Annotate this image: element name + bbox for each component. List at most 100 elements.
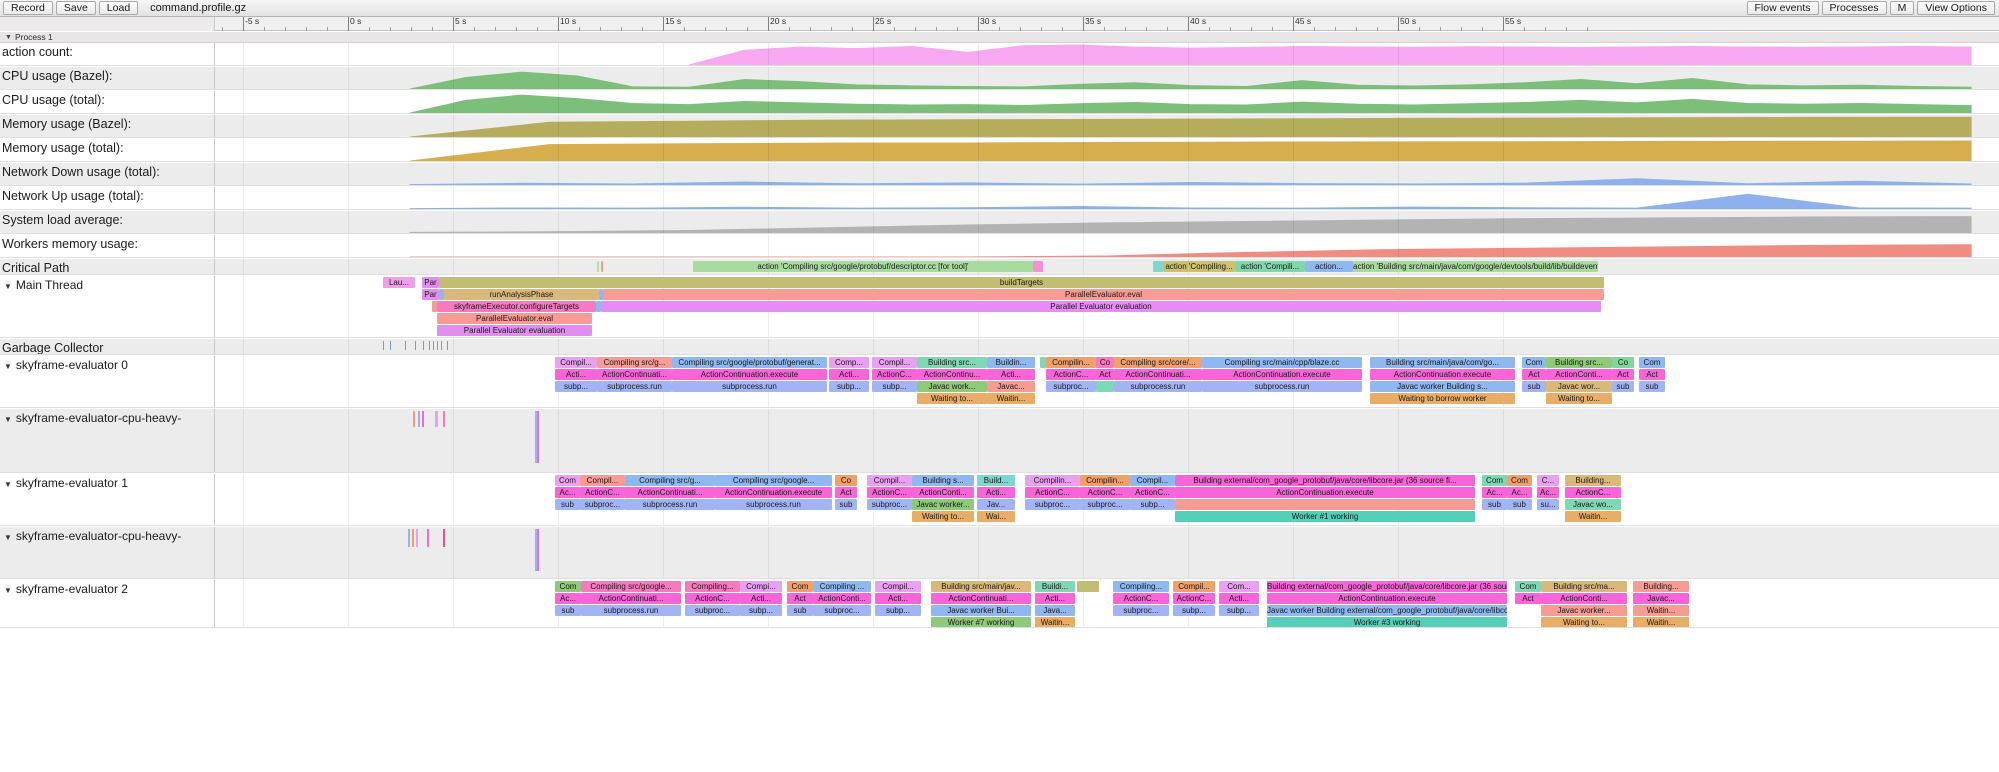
trace-slice[interactable]: Ac... [1507,487,1532,498]
gc-event-tick[interactable] [429,341,430,350]
trace-slice[interactable] [416,529,418,547]
trace-slice[interactable]: Wai... [977,511,1015,522]
track-canvas-system-load-average[interactable] [215,211,1999,233]
trace-slice[interactable]: Acti... [977,487,1015,498]
track-canvas-network-down-usage-total[interactable] [215,163,1999,185]
trace-slice[interactable] [1033,261,1043,272]
track-label-memory-usage-total[interactable]: Memory usage (total): [0,139,215,161]
gc-event-tick[interactable] [423,341,424,350]
trace-slice[interactable]: Ac... [555,593,581,604]
trace-slice[interactable]: subprocess.run [1114,381,1202,392]
track-label-cpu-usage-bazel[interactable]: CPU usage (Bazel): [0,67,215,89]
trace-slice[interactable]: sub [555,605,581,616]
trace-slice[interactable]: subprocess.run [715,499,832,510]
trace-slice[interactable]: ActionC... [872,369,917,380]
track-network-down-usage-total[interactable]: Network Down usage (total): [0,163,1999,186]
trace-slice[interactable]: Com [555,581,581,592]
track-label-critical-path[interactable]: Critical Path [0,259,215,274]
trace-slice[interactable]: Javac worker Bui... [931,605,1031,616]
track-canvas-skyframe-evaluator-cpu-heavy-1[interactable] [215,527,1999,578]
trace-slice[interactable]: Compil... [580,475,625,486]
trace-slice[interactable]: Javac worker... [1541,605,1627,616]
trace-slice[interactable]: Compiling... [685,581,740,592]
trace-slice[interactable]: Javac... [1633,593,1689,604]
track-label-system-load-average[interactable]: System load average: [0,211,215,233]
trace-slice[interactable]: Building external/com_google_protobuf/ja… [1175,475,1475,486]
trace-slice[interactable]: Compil... [555,357,597,368]
trace-slice[interactable]: subproc... [580,499,625,510]
gc-event-tick[interactable] [415,341,416,350]
trace-slice[interactable] [435,411,438,427]
trace-slice[interactable]: ActionContinuation.execute [1175,487,1475,498]
timeline-ruler[interactable]: -5 s 0 s 5 s 10 s 15 s 20 s 25 s 30 s 35 s 40 s 45… [0,17,1999,31]
trace-slice[interactable]: Compiling src/g... [597,357,672,368]
track-canvas-skyframe-evaluator-cpu-heavy-0[interactable] [215,409,1999,472]
gc-event-tick[interactable] [405,341,406,350]
chevron-down-icon[interactable]: ▼ [4,586,12,595]
trace-slice[interactable]: Waiting to... [1546,393,1612,404]
track-canvas-garbage-collector[interactable] [215,339,1999,354]
trace-slice[interactable]: Javac worker... [912,499,974,510]
trace-slice[interactable]: Compiling src/google/protobuf/generat... [672,357,827,368]
trace-slice[interactable]: sub [1482,499,1507,510]
trace-slice[interactable]: buildTargets [439,277,1604,288]
trace-slice[interactable] [443,529,445,547]
track-label-skyframe-evaluator-cpu-heavy-1[interactable]: ▼ skyframe-evaluator-cpu-heavy- [0,527,215,578]
trace-slice[interactable]: Act [1522,369,1546,380]
trace-slice[interactable]: Com [1515,581,1541,592]
trace-slice[interactable] [432,301,437,312]
trace-slice[interactable]: Building... [1565,475,1621,486]
trace-slice[interactable]: Ac... [1482,487,1507,498]
trace-slice[interactable]: Compil... [1130,475,1175,486]
trace-slice[interactable]: ActionContinuation.execute [1370,369,1515,380]
track-memory-usage-total[interactable]: Memory usage (total): [0,139,1999,162]
trace-slice[interactable]: subproc... [813,605,871,616]
track-label-skyframe-evaluator-1[interactable]: ▼ skyframe-evaluator 1 [0,474,215,525]
trace-slice[interactable] [412,529,414,547]
trace-slice[interactable]: ActionC... [1080,487,1130,498]
trace-slice[interactable]: Building s... [912,475,974,486]
trace-slice[interactable]: ActionConti... [1541,593,1627,604]
track-canvas-skyframe-evaluator-2[interactable]: Com Compiling src/google... Compiling... Co… [215,580,1999,627]
trace-slice[interactable]: sub [1507,499,1532,510]
chevron-down-icon[interactable]: ▼ [4,480,12,489]
track-canvas-main-thread[interactable]: Lau... Par buildTargets Par runAnalysisPhase… [215,276,1999,337]
trace-slice[interactable]: Building src... [917,357,987,368]
trace-slice[interactable]: C... [1537,475,1559,486]
trace-slice[interactable]: ActionContinuati... [581,593,681,604]
chevron-down-icon[interactable]: ▼ [4,362,12,371]
track-garbage-collector[interactable]: Garbage Collector [0,339,1999,355]
chevron-down-icon[interactable]: ▼ [4,415,12,424]
trace-slice[interactable]: Compiling src/core/... [1114,357,1202,368]
track-cpu-usage-bazel[interactable]: CPU usage (Bazel): [0,67,1999,90]
track-cpu-usage-total[interactable]: CPU usage (total): [0,91,1999,114]
load-button[interactable]: Load [98,1,139,15]
track-canvas-cpu-usage-bazel[interactable] [215,67,1999,89]
track-system-load-average[interactable]: System load average: [0,211,1999,234]
trace-slice[interactable]: sub [835,499,857,510]
trace-slice[interactable]: Javac wor... [1546,381,1612,392]
track-action-count[interactable]: action count: [0,43,1999,66]
trace-slice[interactable]: Javac worker Building external/com_googl… [1267,605,1507,616]
trace-slice[interactable]: ActionC... [1130,487,1175,498]
track-skyframe-evaluator-cpu-heavy-1[interactable]: ▼ skyframe-evaluator-cpu-heavy- [0,527,1999,579]
trace-slice[interactable]: Waiting to... [1541,617,1627,627]
trace-slice[interactable]: Waitin... [987,393,1035,404]
trace-slice[interactable]: Act [787,593,813,604]
trace-slice[interactable]: su... [1537,499,1559,510]
gc-event-tick[interactable] [437,341,438,350]
track-network-up-usage-total[interactable]: Network Up usage (total): [0,187,1999,210]
trace-slice[interactable]: subp... [1173,605,1215,616]
trace-slice[interactable]: action 'Compiling src/google/protobuf/de… [693,261,1033,272]
trace-slice[interactable]: Jav... [977,499,1015,510]
trace-slice[interactable]: Lau... [383,277,415,288]
trace-slice[interactable]: ActionC... [1173,593,1215,604]
track-canvas-workers-memory-usage[interactable] [215,235,1999,257]
track-label-skyframe-evaluator-0[interactable]: ▼ skyframe-evaluator 0 [0,356,215,407]
trace-slice[interactable]: Javac wo... [1565,499,1621,510]
trace-slice[interactable]: Waiting to... [917,393,987,404]
trace-slice[interactable]: ParallelEvaluator.eval [437,313,592,324]
trace-slice[interactable]: Com [555,475,580,486]
trace-slice[interactable]: Waitin... [1633,617,1689,627]
track-canvas-critical-path[interactable]: action 'Compiling src/google/protobuf/de… [215,259,1999,274]
